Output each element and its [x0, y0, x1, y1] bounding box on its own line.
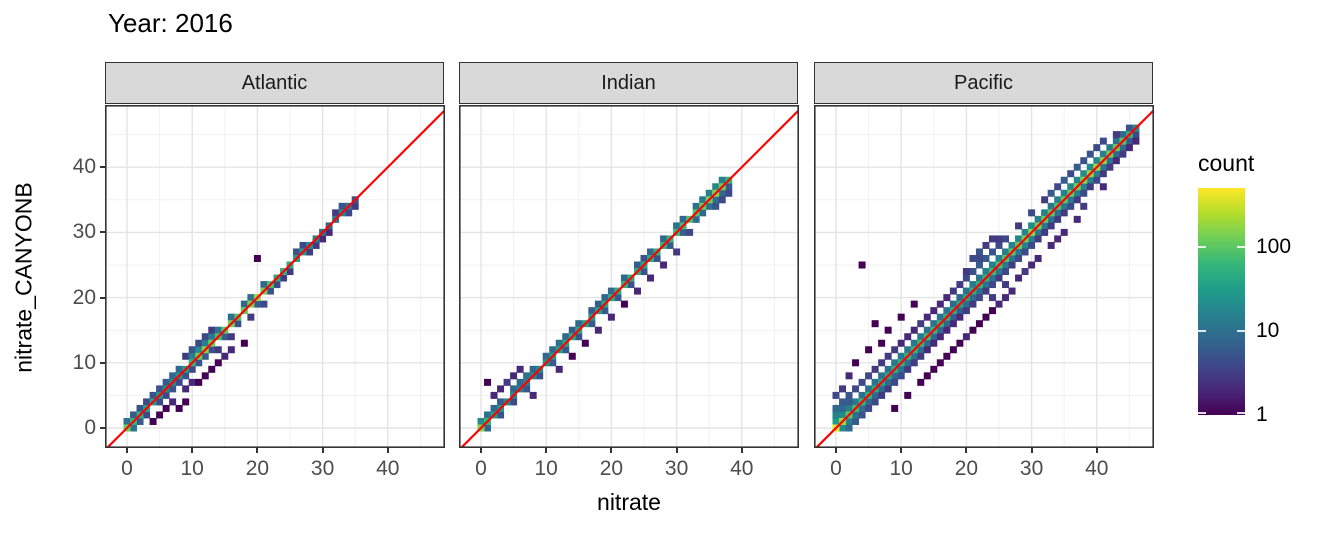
- x-tick-label: 0: [830, 457, 842, 480]
- x-tick-label: 20: [954, 457, 979, 480]
- legend-tick: [1198, 245, 1206, 248]
- x-axis-tick: [610, 448, 613, 453]
- x-axis-tick: [675, 448, 678, 453]
- x-axis-tick: [545, 448, 548, 453]
- y-tick-label: 10: [72, 350, 96, 374]
- x-tick-label: 20: [245, 457, 270, 480]
- facet-strip-pacific: Pacific: [814, 62, 1153, 104]
- plot-title: Year: 2016: [108, 8, 233, 38]
- y-axis-tick: [100, 296, 105, 299]
- x-axis-tick: [965, 448, 968, 453]
- x-axis-tick: [835, 448, 837, 453]
- legend-tick-label: 100: [1256, 234, 1292, 258]
- x-tick-label: 30: [1019, 457, 1044, 480]
- x-axis-tick: [480, 448, 482, 453]
- x-tick-label: 40: [1085, 457, 1109, 480]
- x-tick-label: 30: [310, 457, 335, 480]
- legend-tick-label: 1: [1256, 403, 1268, 426]
- x-tick-label: 0: [121, 457, 133, 480]
- y-axis-title: nitrate_CANYONB: [10, 182, 37, 373]
- y-tick-label: 20: [72, 285, 96, 309]
- legend-tick: [1237, 329, 1245, 332]
- x-tick-label: 10: [534, 457, 558, 480]
- y-axis-tick: [100, 427, 105, 429]
- x-tick-label: 0: [475, 457, 487, 480]
- facet-strip-label: Atlantic: [241, 71, 308, 94]
- facet-strip-label: Pacific: [954, 71, 1013, 94]
- y-tick-label: 40: [72, 155, 96, 179]
- x-axis-title: nitrate: [597, 489, 661, 515]
- legend-tick: [1237, 412, 1245, 414]
- legend-tick: [1198, 412, 1206, 414]
- facet-strip-atlantic: Atlantic: [105, 62, 444, 104]
- y-axis-tick: [100, 361, 105, 364]
- x-tick-label: 40: [376, 457, 400, 480]
- legend-title: count: [1198, 150, 1255, 176]
- y-tick-label: 30: [72, 220, 96, 244]
- x-axis-tick: [256, 448, 259, 453]
- x-tick-label: 40: [730, 457, 754, 480]
- x-axis-tick: [321, 448, 324, 453]
- legend-colorbar: [1198, 188, 1245, 415]
- facet-strip-indian: Indian: [459, 62, 798, 104]
- x-tick-label: 30: [664, 457, 689, 480]
- x-tick-label: 10: [180, 457, 204, 480]
- x-axis-tick: [740, 448, 743, 453]
- x-axis-tick: [386, 448, 389, 453]
- y-axis-tick: [100, 166, 105, 169]
- legend-tick: [1198, 329, 1206, 332]
- x-tick-label: 10: [889, 457, 913, 480]
- x-axis-tick: [1030, 448, 1033, 453]
- x-axis-tick: [1095, 448, 1098, 453]
- panel-indian: [459, 105, 799, 448]
- y-tick-label: 0: [84, 416, 96, 439]
- x-axis-tick: [126, 448, 128, 453]
- panel-pacific: [814, 105, 1154, 448]
- x-tick-label: 20: [599, 457, 624, 480]
- x-axis-tick: [191, 448, 194, 453]
- legend-tick: [1237, 245, 1245, 248]
- facet-strip-label: Indian: [601, 71, 656, 94]
- panel-atlantic: [105, 105, 445, 448]
- legend-tick-label: 10: [1256, 318, 1280, 342]
- y-axis-tick: [100, 231, 105, 234]
- x-axis-tick: [900, 448, 903, 453]
